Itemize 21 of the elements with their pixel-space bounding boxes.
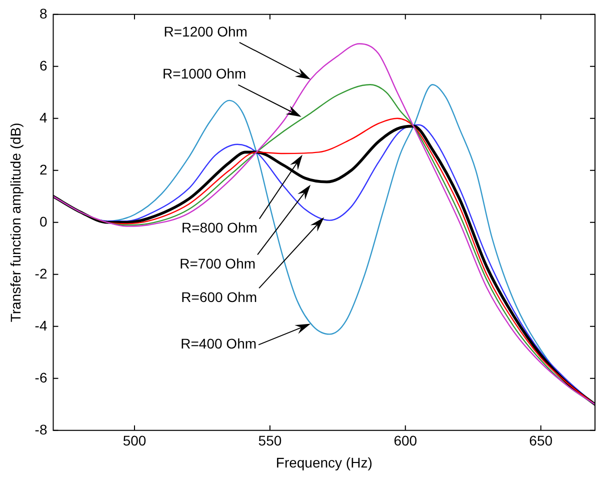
y-tick-label: -4: [34, 317, 48, 334]
annotation: R=800 Ohm: [182, 220, 258, 236]
y-tick-label: 6: [39, 57, 48, 74]
x-tick-label: 600: [394, 432, 418, 449]
annotation: R=600 Ohm: [181, 289, 258, 306]
x-axis-title: Frequency (Hz): [276, 454, 372, 470]
x-tick-label: 500: [122, 432, 146, 449]
y-tick-label: 2: [39, 161, 48, 178]
annotation: R=1000 Ohm: [162, 66, 246, 82]
y-tick-label: -6: [34, 369, 48, 386]
y-tick-label: -2: [34, 265, 48, 282]
y-tick-label: 4: [39, 109, 48, 126]
x-tick-label: 650: [529, 432, 553, 449]
annotation: R=1200 Ohm: [164, 23, 248, 40]
y-axis-title: Transfer function amplitude (dB): [7, 122, 24, 322]
annotation: R=400 Ohm: [180, 336, 257, 352]
annotation: R=700 Ohm: [180, 256, 256, 272]
y-tick-label: 0: [39, 213, 48, 230]
y-tick-label: 8: [39, 5, 48, 22]
y-tick-label: -8: [34, 421, 48, 438]
x-tick-label: 550: [258, 432, 282, 449]
